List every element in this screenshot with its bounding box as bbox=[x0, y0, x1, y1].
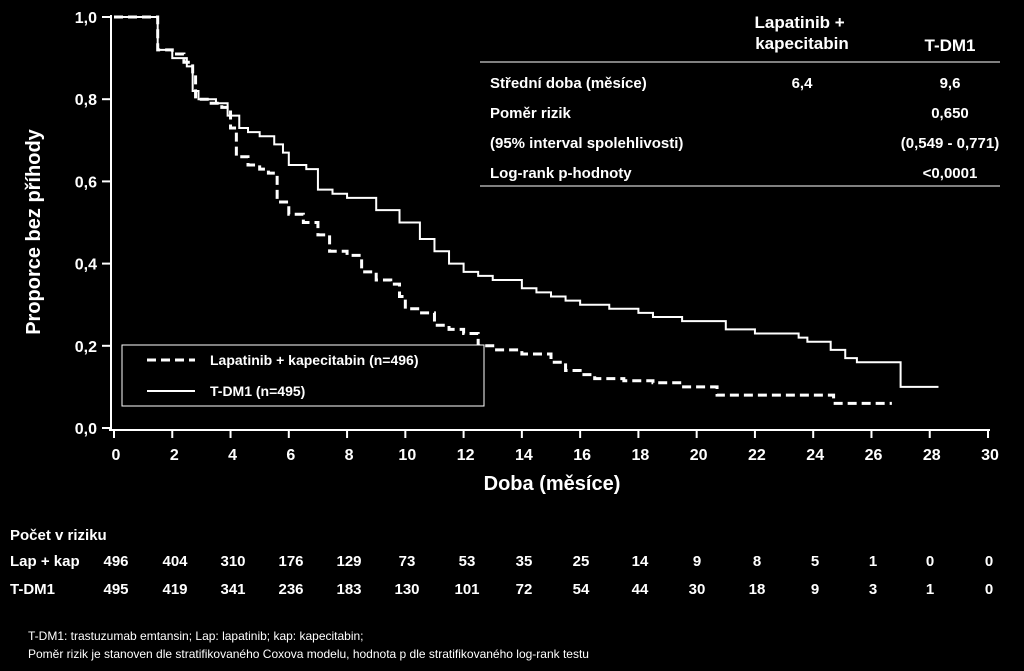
at-risk-row-label: T-DM1 bbox=[10, 581, 55, 598]
x-tick-label: 18 bbox=[632, 447, 650, 464]
at-risk-value: 496 bbox=[103, 553, 128, 570]
at-risk-value: 101 bbox=[454, 581, 479, 598]
at-risk-value: 18 bbox=[749, 581, 766, 598]
at-risk-value: 130 bbox=[394, 581, 419, 598]
x-tick-label: 22 bbox=[748, 447, 766, 464]
stats-rows: Střední doba (měsíce) 6,4 9,6 Poměr rizik 0,… bbox=[490, 75, 999, 182]
at-risk-value: 0 bbox=[985, 553, 993, 570]
stats-col-header-lap: Lapatinib + kapecitabin bbox=[755, 13, 850, 53]
at-risk-value: 176 bbox=[278, 553, 303, 570]
x-tick-label: 28 bbox=[923, 447, 941, 464]
at-risk-value: 35 bbox=[516, 553, 533, 570]
y-ticks: 0,0 0,2 0,4 0,6 0,8 1,0 bbox=[75, 10, 111, 438]
at-risk-value: 25 bbox=[573, 553, 590, 570]
at-risk-value: 0 bbox=[985, 581, 993, 598]
stats-table: Lapatinib + kapecitabin T-DM1 Střední do… bbox=[480, 13, 1000, 187]
at-risk-value: 183 bbox=[336, 581, 361, 598]
x-tick-label: 12 bbox=[457, 447, 475, 464]
stats-row-tdm1-value: (0,549 - 0,771) bbox=[901, 135, 999, 152]
legend-label-lap: Lapatinib + kapecitabin (n=496) bbox=[210, 352, 419, 368]
x-tick-label: 24 bbox=[806, 447, 824, 464]
series-group bbox=[114, 15, 939, 405]
y-tick-label: 0,2 bbox=[75, 339, 97, 356]
at-risk-value: 14 bbox=[632, 553, 649, 570]
at-risk-value: 9 bbox=[811, 581, 819, 598]
legend-box bbox=[121, 344, 485, 407]
at-risk-value: 44 bbox=[632, 581, 649, 598]
stats-row-lap-value: 6,4 bbox=[792, 75, 814, 92]
at-risk-value: 9 bbox=[693, 553, 701, 570]
x-axis-label: Doba (měsíce) bbox=[484, 473, 621, 495]
y-tick-label: 1,0 bbox=[75, 10, 97, 27]
stats-col-header-tdm1: T-DM1 bbox=[925, 36, 976, 55]
x-tick-label: 16 bbox=[573, 447, 591, 464]
at-risk-value: 404 bbox=[162, 553, 188, 570]
x-tick-label: 14 bbox=[515, 447, 533, 464]
at-risk-value: 1 bbox=[869, 553, 877, 570]
y-tick-label: 0,0 bbox=[75, 421, 97, 438]
y-axis-label: Proporce bez příhody bbox=[23, 128, 45, 334]
x-tick-label: 6 bbox=[286, 447, 295, 464]
at-risk-value: 72 bbox=[516, 581, 533, 598]
x-ticks: 0 2 4 6 8 10 12 14 16 18 20 22 24 26 28 30 bbox=[112, 430, 999, 464]
stats-row-tdm1-value: <0,0001 bbox=[923, 165, 978, 182]
at-risk-title: Počet v riziku bbox=[10, 527, 107, 544]
at-risk-table: Lap + kap 496 404 310 176 129 73 53 35 25 14 9 8 5 1 0 0… bbox=[10, 553, 993, 598]
y-tick-label: 0,8 bbox=[75, 92, 97, 109]
y-tick-label: 0,6 bbox=[75, 174, 97, 191]
footnote-line-2: Poměr rizik je stanoven dle stratifikova… bbox=[28, 647, 589, 661]
at-risk-value: 1 bbox=[926, 581, 934, 598]
y-tick-label: 0,4 bbox=[75, 257, 97, 274]
at-risk-value: 54 bbox=[573, 581, 590, 598]
x-tick-label: 10 bbox=[398, 447, 416, 464]
series-line-tdm1 bbox=[114, 16, 939, 388]
at-risk-value: 5 bbox=[811, 553, 819, 570]
stats-row-tdm1-value: 9,6 bbox=[940, 75, 961, 92]
at-risk-value: 129 bbox=[336, 553, 361, 570]
at-risk-value: 3 bbox=[869, 581, 877, 598]
at-risk-value: 0 bbox=[926, 553, 934, 570]
x-tick-label: 2 bbox=[170, 447, 179, 464]
at-risk-value: 53 bbox=[459, 553, 476, 570]
legend-label-tdm1: T-DM1 (n=495) bbox=[210, 383, 305, 399]
x-tick-label: 0 bbox=[112, 447, 121, 464]
stats-row-label: (95% interval spolehlivosti) bbox=[490, 135, 683, 152]
x-tick-label: 20 bbox=[690, 447, 708, 464]
stats-row-label: Poměr rizik bbox=[490, 105, 572, 122]
at-risk-value: 495 bbox=[103, 581, 128, 598]
stats-row-label: Log-rank p-hodnoty bbox=[490, 165, 632, 182]
footnote-line-1: T-DM1: trastuzumab emtansin; Lap: lapati… bbox=[28, 629, 364, 643]
stats-row-label: Střední doba (měsíce) bbox=[490, 75, 647, 92]
at-risk-value: 310 bbox=[220, 553, 245, 570]
legend: Lapatinib + kapecitabin (n=496) T-DM1 (n… bbox=[121, 344, 485, 407]
at-risk-value: 341 bbox=[220, 581, 245, 598]
at-risk-value: 236 bbox=[278, 581, 303, 598]
x-tick-label: 8 bbox=[345, 447, 354, 464]
at-risk-value: 30 bbox=[689, 581, 706, 598]
stats-row-tdm1-value: 0,650 bbox=[931, 105, 969, 122]
x-tick-label: 30 bbox=[981, 447, 999, 464]
at-risk-value: 73 bbox=[399, 553, 416, 570]
at-risk-row-label: Lap + kap bbox=[10, 553, 80, 570]
x-tick-label: 26 bbox=[865, 447, 883, 464]
x-tick-label: 4 bbox=[228, 447, 237, 464]
at-risk-value: 8 bbox=[753, 553, 761, 570]
at-risk-value: 419 bbox=[162, 581, 187, 598]
